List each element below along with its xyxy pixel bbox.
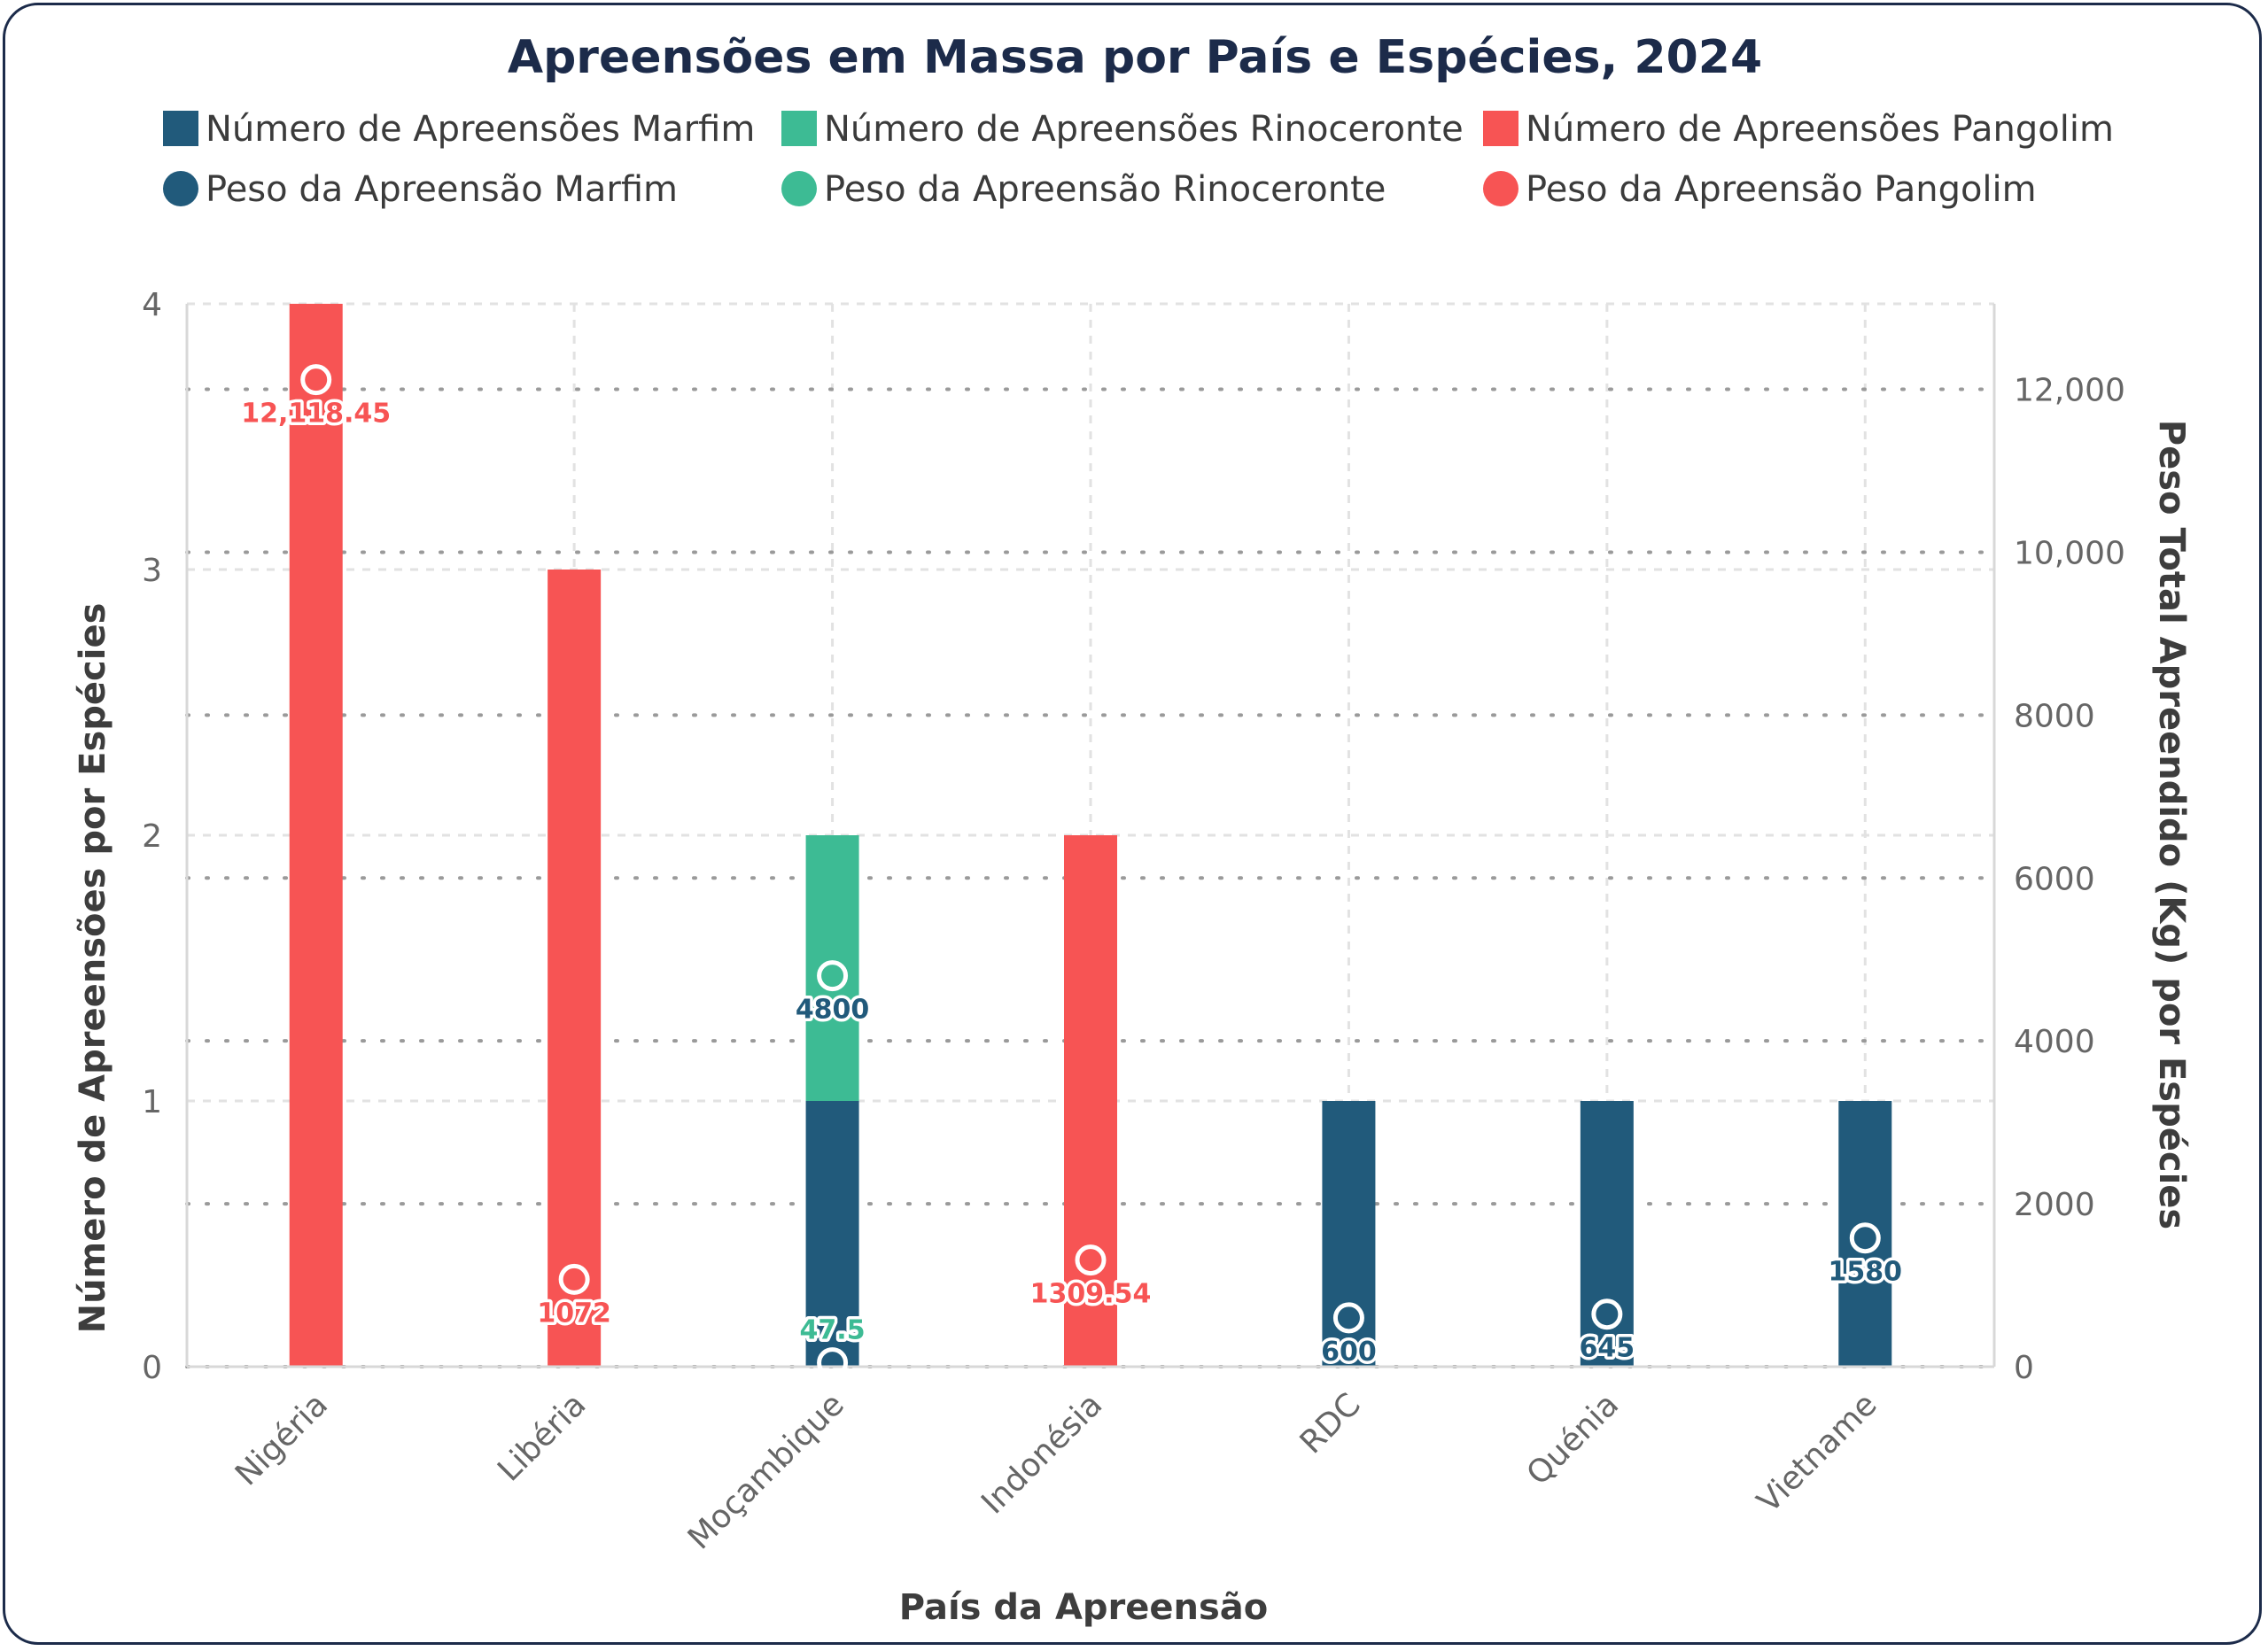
x-tick-label: Indonésia — [975, 1386, 1109, 1521]
weight-data-label: 1580 — [1829, 1257, 1903, 1288]
bar — [1322, 1101, 1376, 1367]
y-axis-title: Número de Apreensões por Espécies — [73, 603, 113, 1334]
x-tick-label: Quénia — [1520, 1386, 1627, 1492]
legend-label: Peso da Apreensão Rinoceronte — [824, 169, 1386, 210]
bar — [1580, 1101, 1634, 1367]
weight-data-label: 47.5 — [800, 1315, 866, 1346]
x-tick-label: RDC — [1293, 1386, 1368, 1461]
bar — [805, 835, 859, 1101]
legend-swatch — [781, 111, 817, 146]
y2-tick-label: 0 — [2014, 1350, 2034, 1386]
y2-tick-label: 8000 — [2014, 698, 2095, 734]
legend-swatch — [1483, 111, 1518, 146]
weight-point — [817, 1347, 849, 1379]
points: 4800 600 645 1580 47.5 12,118.45 1072 1309.54 — [238, 364, 1906, 1379]
weight-point — [300, 364, 332, 396]
weight-data-label: 1309.54 — [1030, 1279, 1152, 1310]
y2-tick-label: 10,000 — [2014, 535, 2125, 571]
x-tick-label: Vietname — [1751, 1386, 1884, 1520]
weight-point — [817, 960, 849, 992]
weight-point — [1591, 1298, 1623, 1330]
legend-marker — [781, 171, 817, 206]
chart-card: Apreensões em Massa por País e Espécies,… — [3, 3, 2262, 1645]
chart-svg: Apreensões em Massa por País e Espécies,… — [73, 31, 2192, 1628]
y2-tick-label: 2000 — [2014, 1187, 2095, 1223]
y-tick-label: 2 — [142, 818, 162, 855]
legend-label: Peso da Apreensão Pangolim — [1526, 169, 2037, 210]
x-tick-label: Nigéria — [229, 1386, 335, 1492]
bar — [548, 570, 602, 1367]
weight-data-label: 645 — [1580, 1333, 1635, 1364]
bar — [1064, 835, 1117, 1367]
bars — [289, 304, 1892, 1367]
y2-axis-title: Peso Total Apreendido (Kg) por Espécies — [2151, 420, 2192, 1229]
y-tick-label: 4 — [142, 287, 162, 323]
legend-label: Número de Apreensões Pangolim — [1526, 109, 2114, 150]
y2-tick-label: 6000 — [2014, 861, 2095, 897]
legend-swatch — [163, 111, 198, 146]
x-tick-label: Libéria — [491, 1386, 593, 1488]
legend-label: Número de Apreensões Marfim — [206, 109, 755, 150]
y2-tick-label: 12,000 — [2014, 373, 2125, 409]
bar — [805, 1101, 859, 1367]
weight-point — [1849, 1222, 1881, 1254]
x-tick-label: Moçambique — [681, 1386, 851, 1556]
legend-marker — [163, 171, 198, 206]
legend-marker — [1483, 171, 1518, 206]
weight-data-label: 1072 — [537, 1298, 611, 1329]
bar — [289, 304, 343, 1367]
weight-data-label: 600 — [1321, 1337, 1377, 1368]
y2-tick-label: 4000 — [2014, 1024, 2095, 1060]
legend: Número de Apreensões Marfim Número de Apr… — [163, 109, 2114, 210]
legend-label: Peso da Apreensão Marfim — [206, 169, 678, 210]
legend-label: Número de Apreensões Rinoceronte — [824, 109, 1464, 150]
weight-point — [1075, 1244, 1107, 1276]
weight-data-label: 4800 — [796, 995, 870, 1026]
chart-title: Apreensões em Massa por País e Espécies,… — [508, 31, 1762, 84]
bar — [1838, 1101, 1892, 1367]
y-tick-label: 3 — [142, 553, 162, 589]
weight-data-label: 12,118.45 — [241, 399, 391, 430]
weight-point — [1332, 1302, 1364, 1334]
y-tick-label: 1 — [142, 1084, 162, 1120]
axes: 0 1 2 3 4 0 2000 4000 6000 8000 10,000 12,000 Nigéri… — [142, 287, 2125, 1556]
y-tick-label: 0 — [142, 1350, 162, 1386]
x-axis-title: País da Apreensão — [899, 1587, 1269, 1628]
weight-point — [558, 1263, 590, 1295]
